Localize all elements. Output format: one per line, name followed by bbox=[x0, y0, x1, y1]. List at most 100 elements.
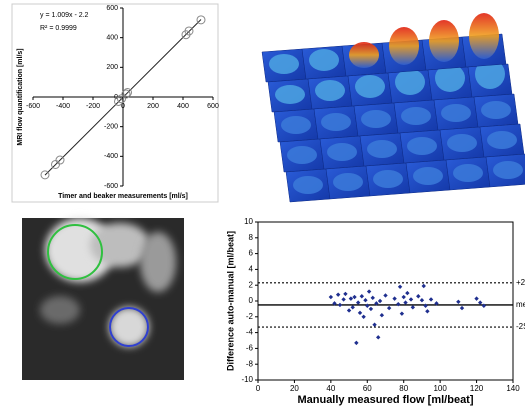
surface-peak bbox=[447, 134, 477, 152]
y-tick-label: -600 bbox=[104, 183, 118, 190]
point bbox=[372, 322, 377, 327]
surface-peak bbox=[487, 131, 517, 149]
x-tick-label: -200 bbox=[86, 103, 100, 110]
mri-image bbox=[22, 218, 184, 380]
surface-peak bbox=[395, 69, 425, 95]
x-axis-label: Manually measured flow [ml/beat] bbox=[297, 394, 473, 406]
point bbox=[357, 310, 363, 316]
surface-peak bbox=[429, 20, 459, 62]
point bbox=[114, 96, 123, 106]
point bbox=[117, 94, 126, 104]
y-tick-label: -8 bbox=[246, 359, 254, 368]
y-tick-label: 400 bbox=[106, 35, 118, 42]
x-tick-label: 80 bbox=[399, 384, 408, 393]
chart-2: 0 20 40 60 80 100 120 140 -10 -8 -6 -4 -2 0 2 4 6 8 10 +2SD… bbox=[225, 217, 525, 406]
point bbox=[365, 303, 370, 308]
point bbox=[55, 155, 65, 165]
x-tick-label: 40 bbox=[326, 384, 335, 393]
point bbox=[184, 26, 194, 36]
point bbox=[376, 335, 381, 340]
point bbox=[366, 289, 372, 294]
surface-peak bbox=[441, 104, 471, 122]
x-axis-label: Timer and beaker measurements [ml/s] bbox=[58, 193, 188, 200]
surface-peak bbox=[389, 27, 419, 65]
y-tick-label: 600 bbox=[106, 5, 118, 12]
x-tick-label: 0 bbox=[121, 103, 125, 110]
point bbox=[405, 290, 410, 296]
point bbox=[354, 340, 359, 346]
x-tick-label: 0 bbox=[256, 384, 261, 393]
annotation: R² = 0.9999 bbox=[40, 25, 77, 32]
point bbox=[403, 300, 408, 305]
point bbox=[396, 301, 401, 307]
point bbox=[359, 294, 365, 299]
point bbox=[379, 313, 385, 318]
plot-frame bbox=[257, 221, 514, 381]
surface-peak bbox=[435, 64, 465, 92]
surface-peak bbox=[481, 101, 511, 119]
point bbox=[401, 294, 406, 300]
point bbox=[419, 298, 425, 303]
point bbox=[196, 15, 206, 25]
x-tick-label: -600 bbox=[26, 103, 40, 110]
x-tick-label: 200 bbox=[147, 103, 159, 110]
surface-peak bbox=[269, 54, 299, 74]
point bbox=[425, 309, 430, 314]
point bbox=[370, 295, 375, 301]
point bbox=[416, 294, 421, 299]
y-tick-label: -10 bbox=[241, 375, 253, 384]
point bbox=[474, 296, 479, 301]
surface-peak bbox=[407, 137, 437, 155]
y-tick-label: -400 bbox=[104, 153, 118, 160]
point bbox=[361, 314, 366, 319]
surface-peak bbox=[413, 167, 443, 185]
point bbox=[363, 298, 368, 303]
point bbox=[355, 300, 361, 305]
surface-peak bbox=[361, 110, 391, 128]
point bbox=[335, 292, 341, 297]
point bbox=[352, 294, 357, 300]
point bbox=[40, 170, 50, 180]
y-tick-label: -200 bbox=[104, 124, 118, 131]
x-tick-label: -400 bbox=[56, 103, 70, 110]
y-tick-label: 2 bbox=[249, 280, 254, 289]
point bbox=[123, 88, 132, 98]
point bbox=[408, 297, 414, 302]
point bbox=[121, 89, 131, 99]
x-tick-label: 100 bbox=[433, 384, 447, 393]
point bbox=[456, 299, 461, 304]
y-tick-label: 0 bbox=[249, 296, 254, 305]
reference-label: mean bbox=[516, 300, 525, 309]
y-tick-label: 10 bbox=[244, 217, 253, 226]
point bbox=[399, 311, 405, 316]
y-tick-label: -6 bbox=[246, 344, 254, 353]
point bbox=[350, 305, 355, 310]
reference-label: -2SD bbox=[516, 322, 525, 331]
point bbox=[368, 306, 374, 312]
chart-1: -600 -400 -200 0 200 400 600 -600 -400 -200 0 200 40… bbox=[17, 5, 219, 200]
point bbox=[428, 297, 434, 302]
point bbox=[343, 291, 348, 297]
point bbox=[328, 294, 334, 300]
y-axis-label: MRI flow quantification [ml/s] bbox=[17, 48, 24, 145]
surface-peak bbox=[355, 75, 385, 98]
x-tick-label: 140 bbox=[506, 384, 520, 393]
point bbox=[392, 296, 397, 301]
point bbox=[397, 284, 403, 289]
x-tick-label: 600 bbox=[207, 103, 219, 110]
x-tick-label: 60 bbox=[363, 384, 372, 393]
point bbox=[410, 305, 416, 310]
surface-peak bbox=[275, 85, 305, 104]
point bbox=[478, 300, 483, 305]
surface-peak bbox=[287, 146, 317, 164]
surface-peak bbox=[475, 59, 505, 89]
point bbox=[459, 305, 465, 311]
x-tick-label: 120 bbox=[470, 384, 484, 393]
point bbox=[383, 293, 388, 298]
annotation: y = 1.009x - 2.2 bbox=[40, 12, 89, 19]
surface-peak bbox=[309, 49, 339, 71]
surface-peak bbox=[315, 80, 345, 101]
surface-peak bbox=[281, 116, 311, 134]
surface-image bbox=[261, 13, 525, 203]
